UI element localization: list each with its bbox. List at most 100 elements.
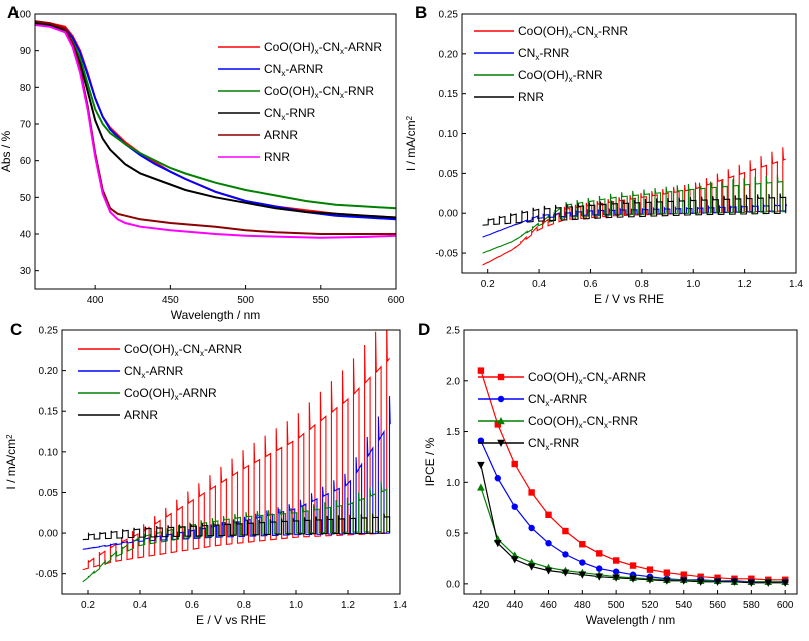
legend-label: CoO(OH)x-CNx-ARNR [264, 40, 382, 56]
x-axis-label: Wavelength / nm [171, 308, 261, 322]
y-axis-label: I / mA/cm2 [404, 115, 418, 171]
y-tick-label: 0.20 [439, 49, 459, 60]
data-point [494, 421, 502, 428]
data-point [747, 579, 756, 587]
data-point [579, 559, 586, 566]
y-tick-label: 0.05 [39, 488, 59, 499]
data-point [494, 540, 502, 548]
data-point [562, 551, 569, 558]
legend-label: RNR [264, 150, 290, 164]
x-tick-label: 500 [237, 295, 254, 306]
data-point [527, 563, 536, 571]
data-point [646, 576, 654, 584]
legend-label: CoO(OH)x-CNx-RNR [264, 84, 374, 100]
y-tick-label: 40 [20, 230, 32, 241]
y-tick-label: 0.25 [39, 326, 59, 337]
legend-label: CNx-ARNR [528, 392, 588, 408]
x-tick-label: 1.4 [789, 279, 803, 290]
panel-label-A: A [7, 3, 19, 22]
plot-frame [461, 13, 797, 274]
series-line-2 [35, 22, 396, 210]
legend-label: CoO(OH)x-CNx-ARNR [528, 370, 646, 386]
legend-label: CNx-ARNR [264, 62, 324, 78]
plot-frame [61, 329, 401, 595]
y-tick-label: 70 [20, 120, 32, 131]
data-point [477, 483, 485, 491]
legend-marker [497, 373, 505, 381]
data-point [528, 524, 535, 532]
y-tick-label: 0.05 [439, 169, 459, 180]
data-point [680, 571, 687, 578]
y-axis-label: Abs / % [0, 131, 13, 173]
data-point [612, 574, 620, 582]
y-tick-label: 0.00 [439, 209, 459, 220]
series-line-2 [82, 481, 390, 583]
legend-label: ARNR [124, 408, 158, 422]
x-tick-label: 600 [777, 600, 794, 611]
data-point [730, 578, 739, 586]
panel-C: C 0.2 0.4 0.6 0.8 1.0 1.2 1.4 -0.05 0.00 0.05 0.10 0… [4, 320, 407, 627]
series-line-4 [35, 20, 396, 235]
series-line-0 [480, 370, 786, 581]
y-tick-label: 50 [20, 193, 32, 204]
y-tick-label: 0.15 [439, 89, 459, 100]
data-point [781, 579, 789, 587]
series-line-5 [35, 24, 396, 239]
x-tick-label: 1.0 [686, 279, 700, 290]
panel-B: B 0.2 0.4 0.6 0.8 1.0 1.2 1.4 -0.05 0.00 0.05 0.10 0… [404, 3, 803, 306]
y-tick-label: 0.10 [439, 129, 459, 140]
y-tick-label: 1.0 [446, 478, 460, 489]
data-point [545, 511, 552, 518]
x-axis-label: E / V vs RHE [196, 613, 266, 627]
data-point [696, 578, 705, 586]
data-point [528, 489, 535, 496]
x-axis-label: Wavelength / nm [586, 613, 676, 627]
y-tick-label: 2.5 [446, 326, 460, 337]
x-tick-label: 0.8 [635, 279, 649, 290]
x-tick-label: 450 [162, 295, 179, 306]
panel-A: A 400 450 500 550 600 30 40 50 60 70 80 90 100 Wavelen… [0, 3, 405, 322]
data-point [477, 367, 485, 374]
legend-label: RNR [518, 90, 544, 104]
series-line-3 [482, 193, 787, 226]
y-tick-label: 100 [14, 10, 31, 21]
y-tick-label: 0.0 [446, 579, 460, 590]
legend-label: CNx-RNR [264, 106, 316, 122]
panel-D: D 420 440 460 480 500 520 540 560 580 600 0.0 0.5 1.0… [418, 320, 798, 627]
x-tick-label: 1.4 [393, 600, 407, 611]
y-tick-label: 30 [20, 266, 32, 277]
x-tick-label: 0.6 [584, 279, 598, 290]
plot-area [482, 147, 788, 266]
data-point [646, 566, 654, 573]
x-tick-label: 1.2 [738, 279, 752, 290]
data-point [596, 565, 603, 572]
series-line-0 [482, 147, 786, 266]
series-line-3 [82, 513, 391, 541]
data-point [511, 460, 518, 468]
x-tick-label: 0.4 [532, 279, 546, 290]
x-tick-label: 420 [473, 600, 490, 611]
plot-frame [34, 13, 397, 290]
data-point [511, 503, 518, 510]
panel-label-D: D [418, 320, 430, 339]
series-line-2 [482, 174, 786, 254]
y-tick-label: 60 [20, 156, 32, 167]
x-tick-label: 0.6 [185, 600, 199, 611]
plot-frame [463, 329, 798, 595]
data-point [544, 567, 553, 575]
legend-marker [497, 417, 505, 425]
y-tick-label: 1.5 [446, 427, 460, 438]
data-point [494, 475, 502, 482]
data-point [596, 550, 603, 557]
x-tick-label: 1.2 [341, 600, 355, 611]
plot-area [82, 330, 391, 583]
legend-label: CoO(OH)x-CNx-RNR [518, 24, 628, 40]
x-tick-label: 500 [608, 600, 625, 611]
data-point [612, 568, 620, 575]
x-axis-label: E / V vs RHE [594, 292, 664, 306]
y-tick-label: -0.05 [435, 249, 458, 260]
x-tick-label: 580 [743, 600, 760, 611]
x-tick-label: 0.2 [481, 279, 495, 290]
data-point [663, 569, 671, 576]
